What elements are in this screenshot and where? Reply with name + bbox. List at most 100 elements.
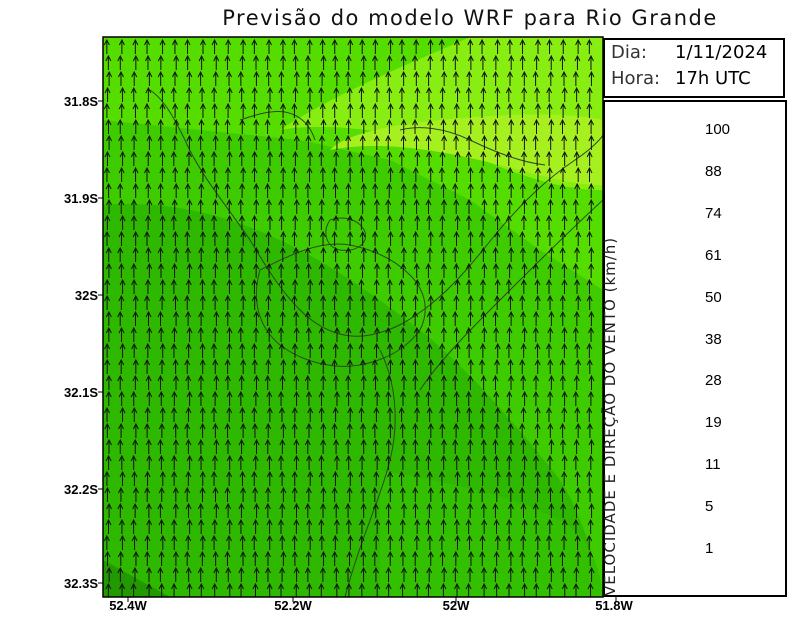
- wind-arrow: [521, 198, 528, 214]
- wind-arrow: [386, 214, 393, 230]
- wind-arrow: [293, 70, 300, 86]
- wind-arrow: [465, 326, 472, 342]
- wind-arrow: [385, 518, 392, 534]
- wind-arrow: [573, 150, 580, 166]
- wind-arrow: [173, 310, 180, 326]
- wind-arrow: [588, 262, 595, 278]
- wind-arrow: [226, 342, 233, 358]
- wind-arrow: [170, 86, 177, 102]
- wind-arrow: [507, 358, 514, 374]
- wind-arrow: [401, 438, 407, 454]
- wind-arrow: [427, 230, 434, 246]
- wind-arrow: [493, 326, 500, 342]
- wind-arrow: [441, 134, 448, 150]
- wind-arrow: [131, 278, 137, 294]
- wind-arrow: [118, 166, 125, 182]
- wind-arrow: [359, 518, 365, 534]
- wind-arrow: [211, 150, 218, 166]
- wind-arrow: [237, 262, 244, 278]
- wind-arrow: [360, 246, 367, 262]
- wind-arrow: [440, 54, 447, 70]
- wind-arrow: [561, 518, 568, 534]
- wind-arrow: [385, 454, 392, 470]
- wind-arrow: [266, 342, 273, 358]
- wind-arrow: [347, 214, 353, 230]
- wind-arrow: [104, 150, 111, 166]
- wind-arrow: [345, 518, 352, 534]
- wind-arrow: [454, 470, 461, 486]
- wind-arrow: [199, 422, 206, 438]
- wind-arrow: [575, 166, 582, 182]
- wind-arrow: [414, 342, 421, 358]
- wind-arrow: [519, 486, 526, 502]
- wind-arrow: [212, 550, 219, 566]
- wind-arrow: [226, 454, 233, 470]
- wind-arrow: [144, 550, 151, 566]
- wind-arrow: [105, 182, 112, 198]
- wind-arrow: [224, 230, 231, 246]
- wind-arrow: [292, 118, 299, 134]
- wind-arrow: [372, 102, 379, 118]
- wind-arrow: [252, 582, 259, 597]
- wind-arrow: [186, 86, 193, 102]
- wind-arrow: [466, 534, 473, 550]
- wind-arrow: [184, 358, 191, 374]
- wind-arrow: [507, 166, 514, 182]
- wind-arrow: [385, 582, 392, 597]
- colorbar-tick-label: 100: [705, 121, 731, 138]
- wind-arrow: [480, 502, 487, 518]
- wind-arrow: [131, 406, 138, 422]
- wind-arrow: [171, 262, 178, 278]
- wind-arrow: [305, 262, 312, 278]
- wind-arrow: [253, 502, 260, 518]
- wind-arrow: [239, 182, 246, 198]
- wind-arrow: [479, 54, 486, 70]
- wind-arrow: [186, 70, 193, 86]
- wind-arrow: [427, 118, 434, 134]
- wind-arrow: [346, 486, 353, 502]
- wind-arrow: [439, 486, 446, 502]
- wind-arrow: [239, 118, 246, 134]
- wind-arrow: [413, 70, 420, 86]
- wind-arrow: [548, 502, 555, 518]
- wind-arrow: [574, 406, 581, 422]
- wind-arrow: [132, 102, 139, 118]
- wind-arrow: [519, 182, 526, 198]
- wind-arrow: [212, 390, 219, 406]
- wind-arrow: [519, 230, 526, 246]
- wind-arrow: [535, 38, 541, 54]
- wind-arrow: [398, 470, 405, 486]
- wind-arrow: [118, 230, 125, 246]
- wind-arrow: [198, 582, 205, 597]
- wind-arrow: [573, 214, 580, 230]
- wind-arrow: [199, 86, 206, 102]
- wind-arrow: [492, 182, 499, 198]
- wind-arrow: [130, 390, 137, 406]
- wind-arrow: [304, 246, 311, 262]
- wind-arrow: [519, 118, 526, 134]
- wind-arrow: [439, 406, 445, 422]
- wind-arrow: [172, 550, 179, 566]
- wind-arrow: [345, 502, 352, 518]
- wind-arrow: [425, 198, 432, 214]
- wind-arrow: [532, 438, 539, 454]
- wind-arrow: [494, 38, 501, 54]
- wind-arrow: [278, 582, 284, 597]
- wind-arrow: [185, 278, 192, 294]
- wind-arrow: [199, 358, 206, 374]
- wind-arrow: [212, 70, 219, 86]
- wind-arrow: [132, 438, 139, 454]
- wind-arrow: [224, 422, 231, 438]
- wind-arrow: [345, 118, 352, 134]
- wind-arrow: [212, 422, 219, 438]
- wind-arrow: [253, 326, 259, 342]
- wind-arrow: [157, 246, 164, 262]
- wind-arrow: [318, 582, 325, 597]
- lon-label-51-8: 51.8W: [595, 598, 633, 613]
- wind-arrow: [279, 566, 286, 582]
- wind-arrow: [573, 86, 580, 102]
- wind-arrow: [212, 230, 218, 246]
- wind-arrow: [304, 438, 311, 454]
- wind-arrow: [146, 390, 153, 406]
- wind-arrow: [333, 86, 340, 102]
